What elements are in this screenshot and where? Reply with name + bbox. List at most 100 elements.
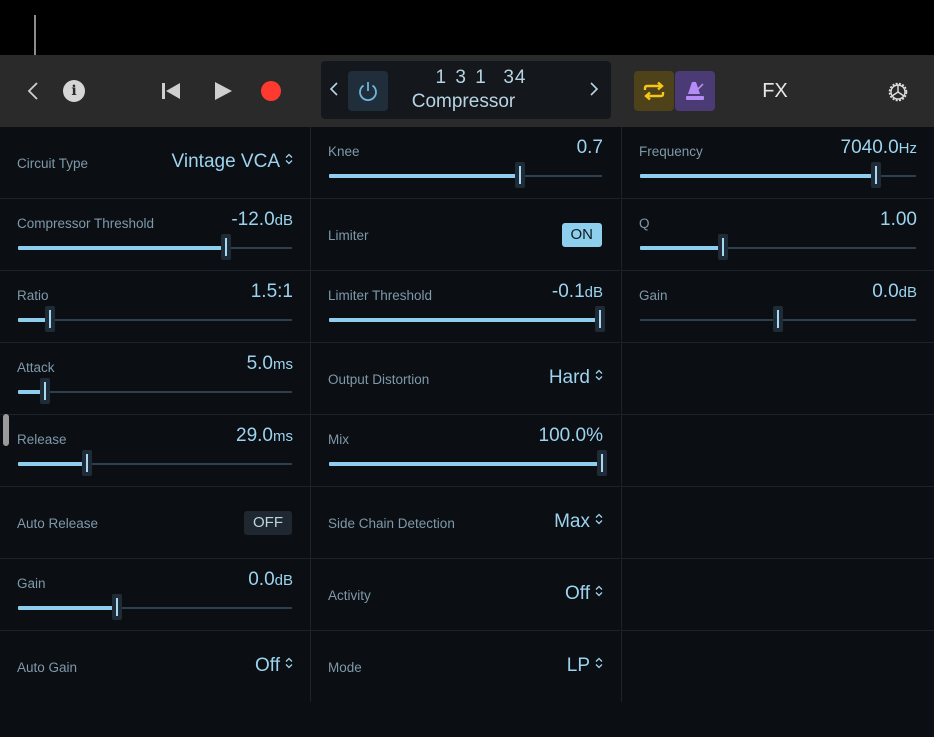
param-label: Gain — [639, 288, 668, 303]
param-value[interactable]: 7040.0Hz — [840, 137, 917, 158]
gain-1-slider[interactable] — [18, 594, 292, 620]
slider-thumb[interactable] — [773, 306, 783, 332]
previous-plugin-button[interactable] — [329, 81, 343, 99]
mode-2-select[interactable]: LP — [567, 655, 603, 677]
frequency-3-slider[interactable] — [640, 162, 916, 188]
param-value[interactable]: 1.5:1 — [250, 281, 293, 302]
cycle-button[interactable] — [634, 71, 674, 111]
auto-release-1-toggle[interactable]: OFF — [244, 511, 292, 535]
param-label: Compressor Threshold — [17, 216, 155, 231]
slider-fill — [329, 174, 521, 178]
param-value[interactable]: 5.0ms — [246, 353, 293, 374]
ratio-1-slider[interactable] — [18, 306, 292, 332]
compressor-parameters-panel: Circuit Type Vintage VCA Compressor Thresh… — [0, 127, 934, 737]
empty-row — [622, 559, 934, 631]
metronome-icon — [686, 82, 704, 100]
chevron-up-down-icon — [595, 657, 603, 669]
param-row-frequency-3: Frequency 7040.0Hz — [622, 127, 934, 199]
param-row-compressor-threshold-1: Compressor Threshold -12.0dB — [0, 199, 310, 271]
gain-3-slider[interactable] — [640, 306, 916, 332]
param-row-knee-2: Knee 0.7 — [311, 127, 620, 199]
callout-line — [34, 15, 36, 81]
parameter-column-1: Circuit Type Vintage VCA Compressor Thresh… — [0, 127, 310, 703]
param-row-release-1: Release 29.0ms — [0, 415, 310, 487]
limiter-threshold-2-slider[interactable] — [329, 306, 605, 332]
release-1-slider[interactable] — [18, 450, 292, 476]
compressor-threshold-1-slider[interactable] — [18, 234, 292, 260]
slider-thumb[interactable] — [597, 450, 607, 476]
param-row-attack-1: Attack 5.0ms — [0, 343, 310, 415]
knee-2-slider[interactable] — [329, 162, 602, 188]
plugin-power-button[interactable] — [348, 71, 388, 111]
scrollbar[interactable] — [3, 414, 9, 446]
attack-1-slider[interactable] — [18, 378, 292, 404]
cycle-icon — [643, 81, 665, 101]
next-plugin-button[interactable] — [589, 81, 603, 99]
parameter-column-2: Knee 0.7 Limiter ON Limiter Threshold -0.1dB O… — [310, 127, 620, 702]
metronome-button[interactable] — [675, 71, 715, 111]
plugin-name: Compressor — [411, 91, 516, 112]
slider-thumb[interactable] — [221, 234, 232, 260]
chevron-left-icon — [329, 82, 338, 96]
slider-thumb[interactable] — [111, 594, 122, 620]
auto-gain-1-select[interactable]: Off — [255, 655, 293, 677]
output-distortion-2-select[interactable]: Hard — [549, 367, 603, 389]
empty-row — [622, 631, 934, 703]
slider-thumb[interactable] — [870, 162, 881, 188]
chevron-up-down-icon — [595, 369, 603, 381]
param-value[interactable]: -0.1dB — [551, 281, 603, 302]
param-label: Activity — [328, 588, 371, 603]
param-value[interactable]: -12.0dB — [231, 209, 293, 230]
slider-thumb[interactable] — [515, 162, 526, 188]
param-row-limiter-2: Limiter ON — [311, 199, 620, 271]
empty-row — [622, 487, 934, 559]
empty-row — [622, 343, 934, 415]
fx-button[interactable]: FX — [762, 79, 788, 102]
empty-row — [622, 415, 934, 487]
param-label: Attack — [17, 360, 55, 375]
chevron-left-icon — [27, 82, 38, 100]
param-value[interactable]: 0.0dB — [872, 281, 917, 302]
slider-thumb[interactable] — [39, 378, 50, 404]
param-value[interactable]: 0.7 — [576, 137, 603, 158]
param-row-q-3: Q 1.00 — [622, 199, 934, 271]
param-label: Limiter Threshold — [328, 288, 433, 303]
param-label: Ratio — [17, 288, 49, 303]
param-row-output-distortion-2: Output Distortion Hard — [311, 343, 620, 415]
activity-2-select[interactable]: Off — [565, 583, 603, 605]
chevron-up-down-icon — [285, 153, 293, 165]
param-value[interactable]: 1.00 — [880, 209, 917, 230]
play-button[interactable] — [210, 80, 236, 102]
parameter-column-3: Frequency 7040.0Hz Q 1.00 Gain 0.0dB — [621, 127, 934, 702]
info-button[interactable]: i — [63, 80, 85, 102]
side-chain-detection-2-select[interactable]: Max — [554, 511, 603, 533]
slider-thumb[interactable] — [81, 450, 92, 476]
param-unit: dB — [898, 284, 917, 301]
back-button[interactable] — [22, 79, 44, 103]
slider-fill — [329, 462, 602, 466]
slider-thumb[interactable] — [717, 234, 728, 260]
chevron-up-down-icon — [595, 513, 603, 525]
param-row-auto-gain-1: Auto Gain Off — [0, 631, 310, 703]
limiter-2-toggle[interactable]: ON — [561, 223, 602, 247]
playhead-position: 1 3 1 34 — [435, 67, 527, 88]
param-row-limiter-threshold-2: Limiter Threshold -0.1dB — [311, 271, 620, 343]
param-value[interactable]: 100.0% — [538, 425, 603, 446]
slider-thumb[interactable] — [44, 306, 55, 332]
param-row-gain-3: Gain 0.0dB — [622, 271, 934, 343]
param-value[interactable]: 0.0dB — [248, 569, 293, 590]
param-value[interactable]: 29.0ms — [236, 425, 293, 446]
chevron-right-icon — [590, 82, 599, 96]
slider-thumb[interactable] — [594, 306, 605, 332]
circuit-type-1-select[interactable]: Vintage VCA — [172, 151, 293, 173]
param-row-mode-2: Mode LP — [311, 631, 620, 703]
slider-fill — [640, 246, 723, 250]
slider-fill — [18, 318, 50, 322]
settings-button[interactable] — [884, 78, 912, 106]
q-3-slider[interactable] — [640, 234, 916, 260]
plugin-header: 1 3 1 34 Compressor — [321, 61, 611, 119]
go-to-beginning-button[interactable] — [158, 81, 184, 101]
mix-2-slider[interactable] — [329, 450, 607, 476]
record-button[interactable] — [261, 81, 281, 101]
skip-back-icon — [162, 83, 180, 99]
